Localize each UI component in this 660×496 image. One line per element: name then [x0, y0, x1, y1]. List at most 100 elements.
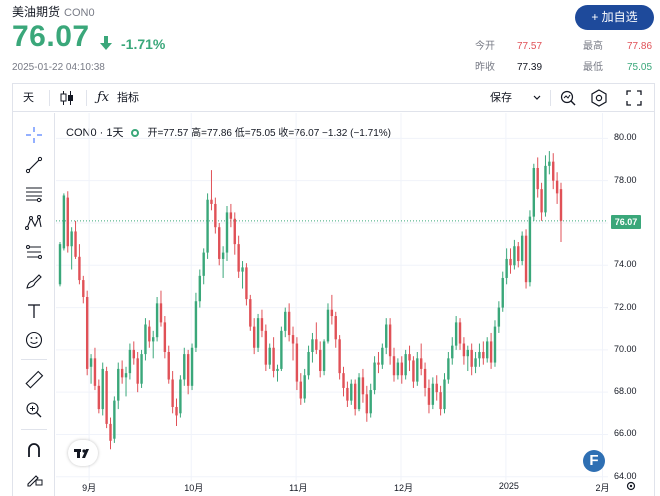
- instrument-title: 美油期货 CON0: [12, 3, 95, 20]
- tool-divider: [21, 429, 47, 430]
- candle: [404, 349, 407, 380]
- candle: [58, 242, 62, 287]
- quote-header: 美油期货 CON0 76.07 -1.71% 2025-01-22 04:10:3…: [0, 0, 660, 80]
- candle: [284, 307, 287, 338]
- time-tick-label: 12月: [394, 483, 414, 493]
- candle-body: [287, 311, 291, 336]
- ruler-icon[interactable]: [24, 370, 44, 390]
- candle: [276, 364, 279, 382]
- candle: [365, 385, 369, 422]
- text-icon[interactable]: [24, 301, 44, 321]
- candle: [109, 417, 112, 450]
- candle: [159, 290, 163, 327]
- fib-retracement-icon[interactable]: [24, 184, 44, 204]
- fx-icon[interactable]: ƒx: [97, 90, 110, 105]
- candle-body: [536, 167, 539, 190]
- candle-body: [198, 275, 202, 302]
- candle-body: [447, 358, 450, 380]
- prev-close-label: 昨收: [475, 62, 495, 73]
- toolbar-divider: [550, 90, 551, 106]
- add-watchlist-button[interactable]: + 加自选: [575, 5, 654, 30]
- tradingview-logo-icon[interactable]: [68, 440, 98, 466]
- candle-body: [501, 277, 504, 308]
- candle-body: [93, 358, 97, 386]
- crosshair-icon[interactable]: [24, 125, 44, 145]
- magnet-icon[interactable]: [24, 440, 44, 460]
- quick-search-icon[interactable]: [559, 89, 577, 107]
- open-value: 77.57: [517, 41, 543, 52]
- save-button[interactable]: 保存: [490, 92, 512, 104]
- settings-icon[interactable]: [590, 89, 608, 107]
- candle: [218, 222, 221, 266]
- candle: [346, 381, 349, 407]
- candle: [555, 172, 559, 204]
- candle: [113, 396, 116, 443]
- candle: [353, 379, 357, 416]
- candle: [214, 197, 217, 234]
- brush-icon[interactable]: [24, 271, 44, 291]
- candle: [198, 269, 202, 308]
- candle-body: [117, 368, 120, 401]
- stats-values-1: 77.57 77.39: [517, 40, 542, 82]
- candle: [408, 345, 411, 372]
- candle: [105, 366, 108, 429]
- candle: [307, 345, 310, 380]
- fullscreen-icon[interactable]: [625, 89, 643, 107]
- candle-body: [373, 362, 376, 391]
- price-tick-label: 64.00: [614, 470, 637, 481]
- candle: [396, 358, 400, 380]
- candle-body: [295, 343, 299, 382]
- candle-body: [272, 347, 275, 372]
- candle-body: [431, 383, 435, 405]
- emoji-icon[interactable]: [24, 330, 44, 350]
- prediction-icon[interactable]: [24, 242, 44, 262]
- candle-body: [412, 360, 415, 382]
- candle-body: [144, 324, 147, 355]
- zoom-in-icon[interactable]: [24, 400, 44, 420]
- candle: [392, 347, 396, 382]
- candle: [326, 303, 330, 344]
- candlestick-chart[interactable]: [56, 113, 610, 481]
- interval-button[interactable]: 天: [23, 92, 34, 104]
- candle-body: [466, 349, 469, 357]
- candle: [260, 309, 264, 338]
- candle-body: [454, 322, 458, 346]
- gear-icon[interactable]: [625, 480, 637, 492]
- candle: [350, 379, 353, 405]
- down-arrow-icon: [100, 36, 112, 50]
- chart-frame: [12, 83, 655, 496]
- stats-values-2: 77.86 75.05: [627, 40, 652, 82]
- stats-labels-1: 今开 昨收: [475, 40, 495, 82]
- candle-body: [559, 189, 563, 221]
- candle: [128, 343, 132, 380]
- indicators-button[interactable]: 指标: [117, 92, 139, 104]
- candle-body: [280, 330, 283, 369]
- candle-body: [322, 341, 326, 372]
- candle-type-icon[interactable]: [59, 90, 75, 106]
- candle: [357, 373, 361, 412]
- draw-lock-icon[interactable]: [24, 468, 44, 488]
- chevron-down-icon[interactable]: [533, 94, 541, 102]
- market-status-icon: [131, 129, 140, 137]
- candle: [559, 182, 563, 243]
- pattern-icon[interactable]: [24, 213, 44, 233]
- candle: [361, 368, 365, 403]
- candle: [334, 311, 337, 348]
- candle-body: [206, 199, 209, 253]
- candle: [388, 318, 392, 365]
- candle: [427, 379, 431, 414]
- tool-divider: [21, 359, 47, 360]
- candle: [319, 341, 322, 378]
- candle: [295, 337, 299, 391]
- time-tick-label: 2025: [498, 481, 519, 491]
- trend-line-icon[interactable]: [24, 155, 44, 175]
- candle: [381, 343, 384, 369]
- price-tick-label: 78.00: [614, 174, 637, 185]
- candle: [478, 343, 481, 367]
- candle: [85, 290, 89, 376]
- candle: [202, 248, 205, 285]
- candle-body: [342, 373, 345, 388]
- candle-body: [540, 189, 543, 213]
- legend-symbol: CON0 · 1天: [66, 127, 124, 139]
- low-value: 75.05: [627, 62, 653, 73]
